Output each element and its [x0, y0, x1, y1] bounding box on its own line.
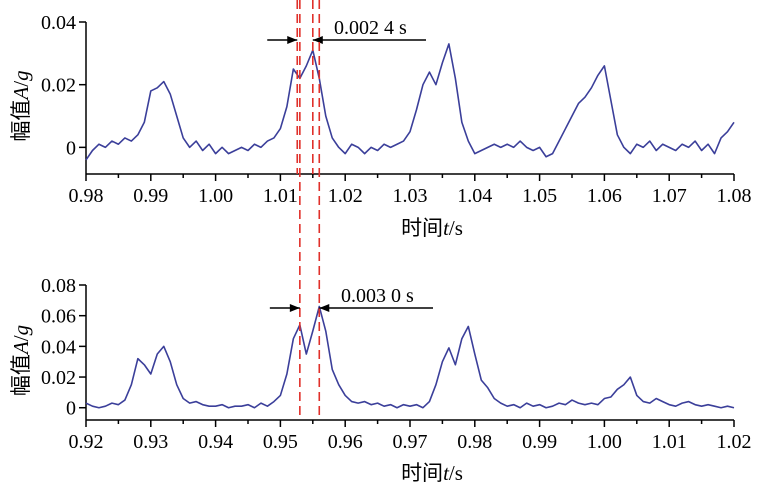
y-axis-title-text: 幅值 — [9, 100, 33, 142]
y-tick-label: 0.02 — [41, 367, 76, 389]
x-tick-label: 0.97 — [393, 431, 428, 453]
x-tick-label: 1.01 — [263, 185, 298, 207]
y-tick-label: 0.04 — [41, 336, 76, 358]
interval-annotation: 0.002 4 s — [334, 17, 407, 39]
x-tick-label: 1.03 — [393, 185, 428, 207]
x-axis-title: 时间t/s — [401, 461, 463, 485]
x-tick-label: 1.06 — [587, 185, 622, 207]
y-axis-title-var: A — [9, 87, 33, 102]
x-axis-title-var: t — [443, 461, 450, 485]
arrow-right-head — [319, 304, 330, 312]
x-tick-label: 1.00 — [587, 431, 622, 453]
y-axis-title: 幅值A/g — [9, 325, 33, 396]
x-tick-label: 1.04 — [457, 185, 492, 207]
series-line — [85, 43, 735, 161]
x-tick-label: 0.95 — [263, 431, 298, 453]
y-axis-title-unit: g — [9, 325, 33, 336]
y-axis-title-unit: g — [9, 70, 33, 81]
x-tick-label: 0.99 — [522, 431, 557, 453]
y-tick-label: 0.06 — [41, 306, 76, 328]
x-tick-label: 1.02 — [717, 431, 752, 453]
x-axis-title-var: t — [443, 216, 450, 240]
y-tick-label: 0 — [66, 137, 76, 159]
x-tick-label: 0.93 — [133, 431, 168, 453]
x-tick-label: 1.01 — [652, 431, 687, 453]
arrow-right-head — [312, 36, 323, 44]
chart-top: 0.98 0.99 1.00 1.01 1.02 1.03 1.04 1.05 1.06 1.07… — [9, 0, 752, 240]
y-tick-label: 0 — [66, 398, 76, 420]
chart-bottom: 0.92 0.93 0.94 0.95 0.96 0.97 0.98 0.99 1.00 1.01… — [9, 0, 752, 485]
x-axis-title-text: 时间 — [401, 216, 443, 240]
y-tick-label: 0.08 — [41, 275, 76, 297]
x-tick-label: 0.94 — [198, 431, 233, 453]
x-tick-label: 0.99 — [133, 185, 168, 207]
x-tick-label: 0.96 — [328, 431, 363, 453]
x-tick-label: 1.08 — [717, 185, 752, 207]
x-axis-title-unit: /s — [449, 461, 463, 485]
x-tick-label: 1.05 — [522, 185, 557, 207]
x-tick-label: 0.98 — [457, 431, 492, 453]
series-line — [85, 305, 735, 409]
x-axis-title-text: 时间 — [401, 461, 443, 485]
x-tick-label: 1.02 — [328, 185, 363, 207]
y-axis-title-text: 幅值 — [9, 354, 33, 396]
x-tick-label: 0.98 — [69, 185, 104, 207]
y-tick-label: 0.04 — [41, 12, 76, 34]
x-axis-title-unit: /s — [449, 216, 463, 240]
y-tick-label: 0.02 — [41, 75, 76, 97]
x-axis-title: 时间t/s — [401, 216, 463, 240]
y-axis-title-sep: / — [9, 81, 33, 87]
arrow-left-head — [289, 304, 300, 312]
y-axis-title-sep: / — [9, 335, 33, 341]
interval-annotation: 0.003 0 s — [341, 285, 414, 307]
y-axis-title: 幅值A/g — [9, 70, 33, 141]
x-tick-label: 1.00 — [198, 185, 233, 207]
x-tick-label: 1.07 — [652, 185, 687, 207]
x-tick-label: 0.92 — [69, 431, 104, 453]
arrow-left-head — [287, 36, 298, 44]
y-axis-title-var: A — [9, 341, 33, 356]
